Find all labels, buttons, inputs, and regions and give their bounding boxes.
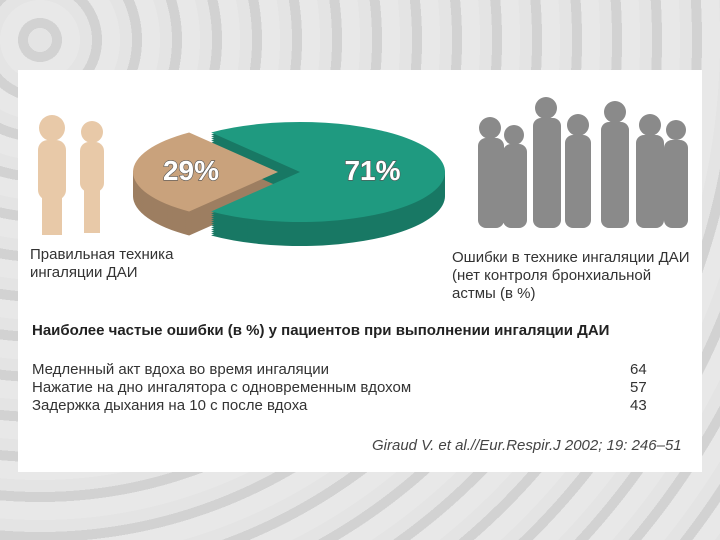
table-title: Наиболее частые ошибки (в %) у пациентов… (32, 322, 610, 339)
slice-label: Ошибки в технике ингаляции ДАИ (нет конт… (452, 249, 690, 302)
pie-slice (211, 121, 445, 222)
table-row-label: Задержка дыхания на 10 с после вдоха (32, 397, 308, 414)
table-row-label: Нажатие на дно ингалятора с одновременны… (32, 379, 412, 396)
table-row-value: 57 (630, 379, 647, 396)
value-label: 71% (344, 155, 400, 186)
right-silhouettes (478, 97, 688, 228)
pie-slice (132, 132, 278, 212)
table-row-label: Медленный акт вдоха во время ингаляции (32, 361, 330, 378)
value-label: 29% (163, 155, 219, 186)
slice-label: Правильная техника ингаляции ДАИ (30, 246, 174, 281)
source: Giraud V. et al.//Eur.Respir.J 2002; 19:… (372, 437, 682, 454)
left-silhouettes (38, 115, 104, 235)
table-row-value: 43 (630, 397, 647, 414)
table-row-value: 64 (630, 361, 647, 378)
